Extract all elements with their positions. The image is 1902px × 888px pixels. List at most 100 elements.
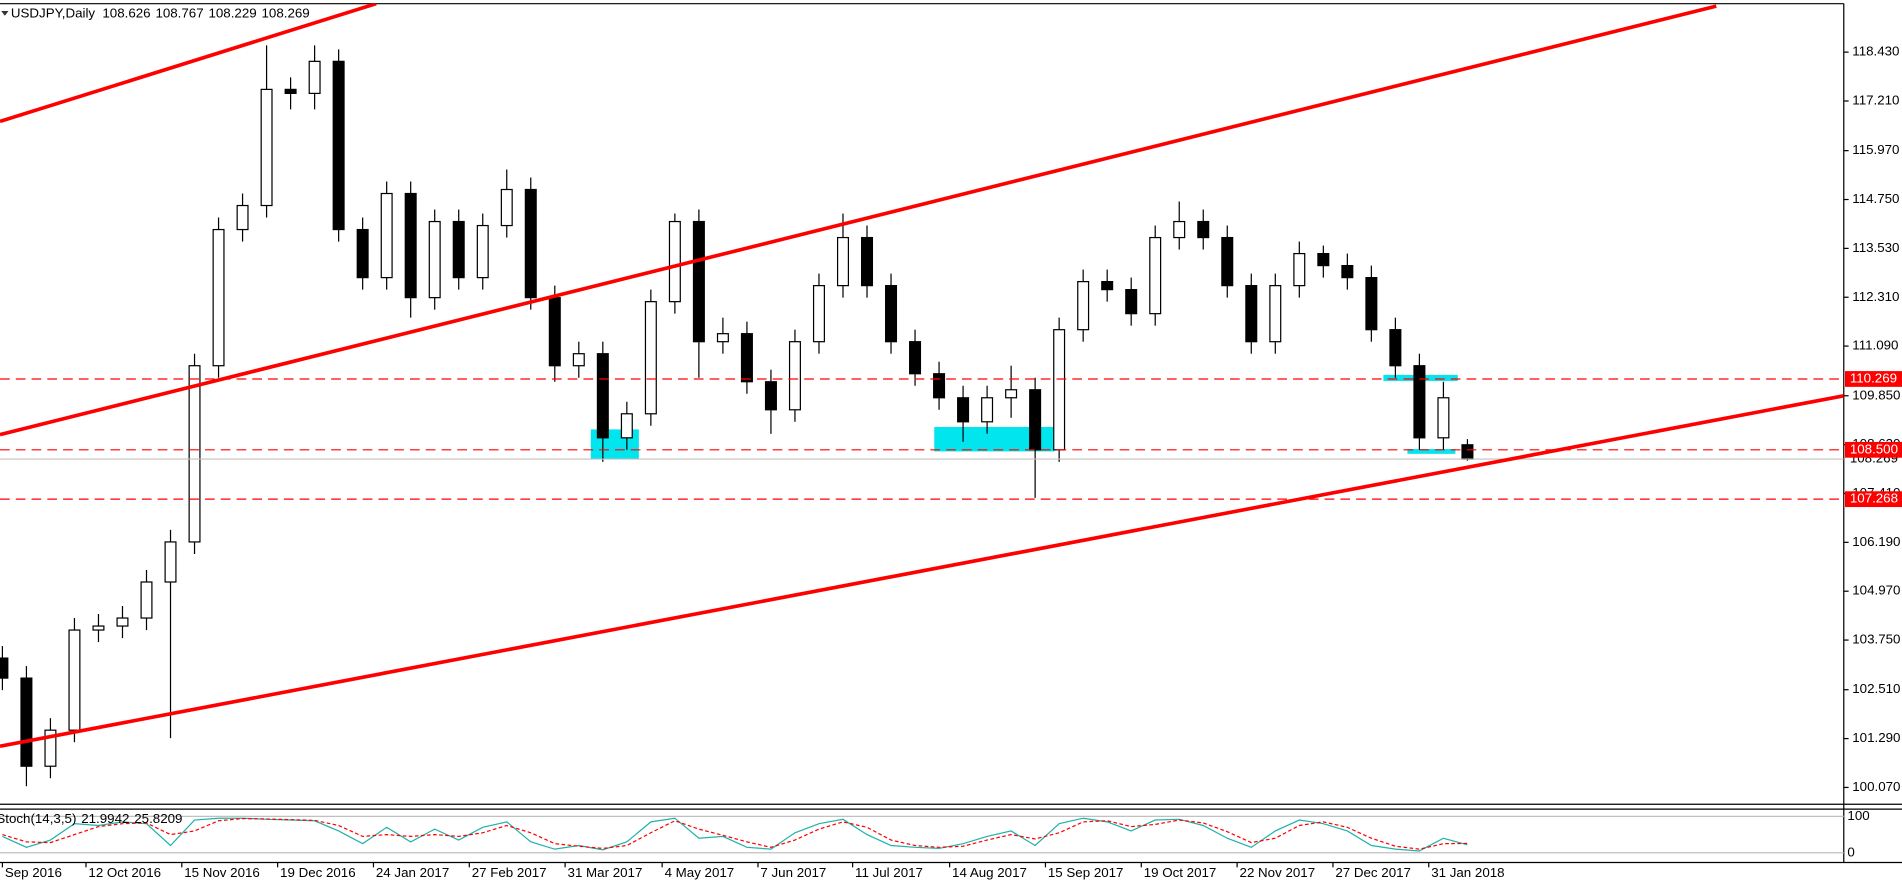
level-label: 108.500 xyxy=(1850,441,1898,456)
trendline xyxy=(0,393,1844,748)
candle-body xyxy=(668,220,681,303)
indicator-tick-label: 0 xyxy=(1847,844,1854,859)
x-tick-label: 31 Mar 2017 xyxy=(568,865,643,880)
y-tick-label: 111.090 xyxy=(1852,338,1898,353)
candle-body xyxy=(740,333,753,383)
candle-body xyxy=(44,729,57,767)
level-label-box xyxy=(1844,441,1902,458)
candle-body xyxy=(164,541,177,583)
candle-body xyxy=(1077,281,1090,331)
candle-body xyxy=(212,228,225,367)
candle-body xyxy=(1245,285,1258,343)
x-tick-label: 27 Dec 2017 xyxy=(1335,865,1411,880)
candle-body xyxy=(1317,252,1330,267)
candle-body xyxy=(644,301,657,415)
y-tick-label: 101.290 xyxy=(1852,730,1900,745)
y-tick-label: 104.970 xyxy=(1852,583,1900,598)
candle-body xyxy=(1389,329,1402,367)
candle-body xyxy=(1029,389,1042,451)
x-tick-label: 11 Jul 2017 xyxy=(855,865,923,880)
level-label-box xyxy=(1844,491,1902,508)
candle-body xyxy=(596,353,609,439)
candle-body xyxy=(1365,277,1378,331)
candle-body xyxy=(428,220,441,299)
candle-body xyxy=(260,88,273,207)
symbol-label: USDJPY,Daily xyxy=(11,5,96,20)
candle-body xyxy=(476,224,489,279)
x-tick-label: 7 Jun 2017 xyxy=(760,865,826,880)
candle-body xyxy=(188,365,201,543)
x-tick-label: 27 Feb 2017 xyxy=(472,865,547,880)
y-tick-label: 106.190 xyxy=(1852,534,1900,549)
ticks: 118.430 117.210 115.970 114.750 113.530 112.3… xyxy=(1,44,1900,880)
candle-body xyxy=(764,381,777,411)
candle-body xyxy=(572,353,585,367)
indicator-info: Stoch(14,3,5) 21.9942 25.8209 xyxy=(0,810,182,825)
candle-body xyxy=(308,60,321,94)
candle-body xyxy=(1293,252,1306,287)
candle-body xyxy=(404,192,417,299)
candle-body xyxy=(452,220,465,279)
y-tick-label: 113.530 xyxy=(1852,240,1899,255)
x-tick-label: 12 Oct 2016 xyxy=(88,865,161,880)
candle-body xyxy=(1173,220,1186,239)
last-open: 108.626 xyxy=(102,5,150,20)
support-zone xyxy=(1407,449,1456,454)
y-tick-label: 115.970 xyxy=(1852,142,1899,157)
level-label-box xyxy=(1844,371,1902,387)
candle-body xyxy=(1197,220,1210,239)
level-label: 110.269 xyxy=(1850,371,1897,386)
candle-body xyxy=(909,341,922,375)
candle-body xyxy=(1101,281,1114,291)
candle-body xyxy=(0,657,9,679)
trendline xyxy=(0,3,377,124)
candle-body xyxy=(92,625,105,631)
candle-body xyxy=(1413,365,1426,439)
indicator-lines xyxy=(2,817,1468,852)
candle-body xyxy=(981,397,994,423)
candle-body xyxy=(957,397,970,423)
menu-arrow xyxy=(1,10,9,16)
y-tick-label: 102.510 xyxy=(1852,681,1900,696)
symbol-info: USDJPY,Daily 108.626 108.767 108.229 108.269 xyxy=(11,5,310,20)
candle-body xyxy=(1125,289,1138,315)
indicator-signal-last: 25.8209 xyxy=(134,810,182,825)
candle-body xyxy=(1005,389,1018,399)
y-tick-label: 112.310 xyxy=(1852,289,1899,304)
x-tick-label: Sep 2016 xyxy=(5,865,62,880)
indicator-name: Stoch(14,3,5) xyxy=(0,810,76,825)
candle-body xyxy=(812,285,825,343)
candle-body xyxy=(1053,329,1066,451)
candle-body xyxy=(20,677,33,767)
candle-body xyxy=(1269,285,1282,343)
stoch-main-line xyxy=(2,817,1468,852)
candle-body xyxy=(116,617,129,627)
candle-body xyxy=(836,236,850,287)
candle-body xyxy=(140,581,153,619)
candle-body xyxy=(1149,236,1162,315)
x-tick-label: 14 Aug 2017 xyxy=(952,865,1027,880)
y-tick-label: 100.070 xyxy=(1852,779,1900,794)
candle-body xyxy=(620,413,633,439)
candle-body xyxy=(788,341,801,411)
indicator-main-last: 21.9942 xyxy=(81,810,129,825)
x-tick-label: 15 Nov 2016 xyxy=(184,865,260,880)
x-tick-label: 4 May 2017 xyxy=(665,865,735,880)
candle-body xyxy=(885,285,898,343)
candle-body xyxy=(1461,444,1474,460)
x-tick-label: 24 Jan 2017 xyxy=(376,865,449,880)
level-label: 107.268 xyxy=(1850,491,1898,506)
candle-body xyxy=(1341,264,1354,279)
candles xyxy=(0,45,1474,787)
candle-body xyxy=(68,629,81,731)
candle-body xyxy=(356,228,369,279)
candle-body xyxy=(380,192,393,279)
indicator-tick-label: 100 xyxy=(1847,808,1869,823)
x-tick-label: 19 Oct 2017 xyxy=(1144,865,1217,880)
indicator-panel: 100 0 xyxy=(0,808,1870,859)
last-close: 108.269 xyxy=(262,5,310,20)
candle-body xyxy=(236,204,249,231)
x-tick-label: 19 Dec 2016 xyxy=(280,865,356,880)
